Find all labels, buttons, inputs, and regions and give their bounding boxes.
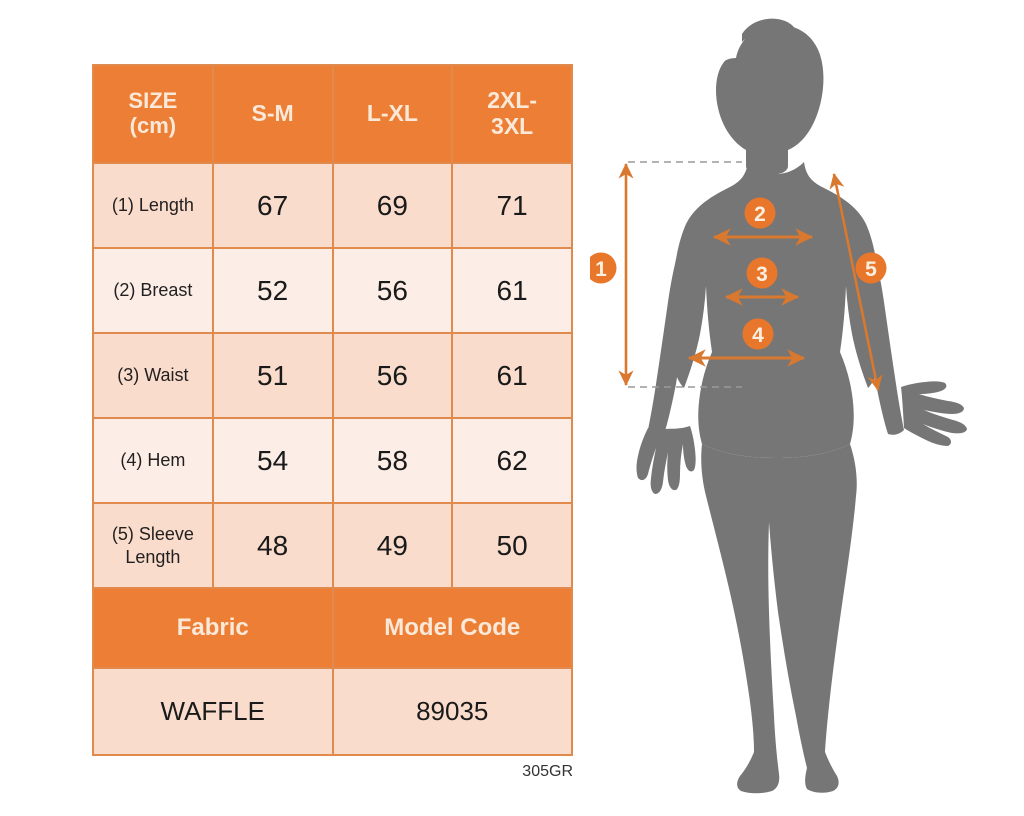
cell-hem-s-m: 54 bbox=[211, 417, 334, 504]
header-size-label: SIZE (cm) bbox=[92, 64, 214, 164]
table-footer-header-row: Fabric Model Code bbox=[92, 587, 573, 669]
measure-badge-5-label: 5 bbox=[865, 258, 877, 281]
header-size-line1: SIZE bbox=[128, 88, 178, 114]
row-label-sleeve-line1: (5) Sleeve bbox=[111, 524, 194, 544]
size-chart-table: SIZE (cm) S-M L-XL 2XL- 3XL (1) Length 6… bbox=[92, 64, 573, 756]
table-row: (1) Length 67 69 71 bbox=[92, 162, 573, 249]
cell-breast-s-m: 52 bbox=[211, 247, 334, 334]
cell-sleeve-s-m: 48 bbox=[211, 502, 334, 589]
cell-waist-s-m: 51 bbox=[211, 332, 334, 419]
cell-length-2xl-3xl: 71 bbox=[451, 162, 573, 249]
measure-badge-2: 2 bbox=[744, 197, 776, 229]
cell-breast-2xl-3xl: 61 bbox=[451, 247, 573, 334]
cell-length-l-xl: 69 bbox=[331, 162, 454, 249]
cell-sleeve-l-xl: 49 bbox=[331, 502, 454, 589]
header-size-line2: (cm) bbox=[129, 113, 177, 138]
measure-badge-1-label: 1 bbox=[595, 258, 607, 281]
table-row: (5) Sleeve Length 48 49 50 bbox=[92, 502, 573, 589]
header-col-2xl-3xl: 2XL- 3XL bbox=[451, 64, 573, 164]
footer-header-model-code: Model Code bbox=[331, 587, 573, 669]
measure-badge-3-label: 3 bbox=[756, 263, 768, 286]
header-col-s-m: S-M bbox=[211, 64, 334, 164]
row-label-length: (1) Length bbox=[92, 162, 214, 249]
header-col-2xl-line1: 2XL- bbox=[487, 87, 538, 114]
cell-waist-l-xl: 56 bbox=[331, 332, 454, 419]
female-silhouette-icon bbox=[636, 18, 967, 794]
row-label-sleeve-length: (5) Sleeve Length bbox=[92, 502, 214, 589]
header-col-2xl-line2: 3XL bbox=[491, 113, 534, 139]
header-col-l-xl: L-XL bbox=[331, 64, 454, 164]
table-row: (2) Breast 52 56 61 bbox=[92, 247, 573, 334]
cell-hem-l-xl: 58 bbox=[331, 417, 454, 504]
table-footer-value-row: WAFFLE 89035 bbox=[92, 667, 573, 756]
footer-value-fabric: WAFFLE bbox=[92, 667, 334, 756]
measure-badge-2-label: 2 bbox=[754, 203, 766, 226]
footer-header-fabric: Fabric bbox=[92, 587, 334, 669]
cell-hem-2xl-3xl: 62 bbox=[451, 417, 573, 504]
row-label-breast: (2) Breast bbox=[92, 247, 214, 334]
row-label-sleeve-line2: Length bbox=[125, 546, 181, 567]
table-row: (4) Hem 54 58 62 bbox=[92, 417, 573, 504]
row-label-waist: (3) Waist bbox=[92, 332, 214, 419]
sleeve-length-measure-arrow bbox=[829, 172, 883, 392]
measure-badge-5: 5 bbox=[855, 252, 887, 284]
measure-badge-4-label: 4 bbox=[752, 324, 764, 347]
footer-value-model-code: 89035 bbox=[331, 667, 573, 756]
cell-length-s-m: 67 bbox=[211, 162, 334, 249]
measure-badge-3: 3 bbox=[746, 257, 778, 289]
weight-footnote: 305GR bbox=[522, 763, 573, 780]
table-row: (3) Waist 51 56 61 bbox=[92, 332, 573, 419]
mannequin-figure: 1 2 3 4 5 bbox=[590, 10, 1010, 806]
cell-sleeve-2xl-3xl: 50 bbox=[451, 502, 573, 589]
row-label-hem: (4) Hem bbox=[92, 417, 214, 504]
table-header-row: SIZE (cm) S-M L-XL 2XL- 3XL bbox=[92, 64, 573, 164]
cell-breast-l-xl: 56 bbox=[331, 247, 454, 334]
measure-badge-4: 4 bbox=[742, 318, 774, 350]
cell-waist-2xl-3xl: 61 bbox=[451, 332, 573, 419]
measure-badge-1: 1 bbox=[590, 252, 617, 284]
